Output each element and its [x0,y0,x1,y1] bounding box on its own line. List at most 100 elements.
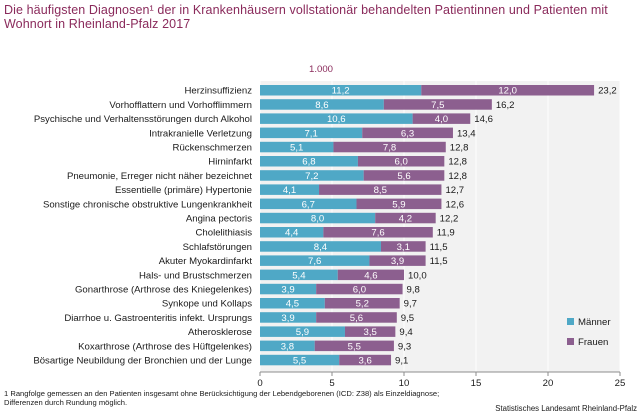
total-label: 14,6 [474,114,493,125]
bar-segment-maenner [260,255,370,266]
legend: Männer Frauen [567,317,611,348]
x-tick-label: 15 [471,378,482,389]
value-label: 3,1 [397,242,410,253]
total-label: 11,9 [437,228,455,239]
category-label: Bösartige Neubildung der Bronchien und d… [33,355,252,366]
bar-segment-frauen [344,326,396,337]
category-label: Synkope und Kollaps [162,299,252,310]
source-label: Statistisches Landesamt Rheinland-Pfalz [495,404,637,413]
value-label: 11,2 [332,86,350,97]
category-label: Koxarthrose (Arthrose des Hüftgelenkes) [78,341,252,352]
bar-segment-frauen [383,99,492,110]
bar-segment-frauen [339,354,392,366]
value-label: 12,0 [498,86,517,97]
total-label: 10,0 [408,270,427,281]
category-label: Gonarthrose (Arthrose des Kniegelenkes) [75,284,252,295]
total-label: 9,7 [404,299,417,310]
total-label: 9,3 [398,341,411,352]
category-label: Cholelithiasis [195,228,252,239]
category-label: Intrakranielle Verletzung [149,128,252,139]
unit-label: 1.000 [309,64,333,75]
x-tick-label: 20 [543,378,554,389]
category-label: Rückenschmerzen [173,142,252,153]
bar-segment-frauen [362,127,453,139]
value-label: 6,8 [302,157,315,168]
bar-segment-maenner [260,212,376,224]
bar-segment-maenner [260,312,317,323]
value-label: 4,5 [286,299,299,310]
total-label: 11,5 [430,256,448,267]
value-label: 5,2 [356,299,369,310]
value-label: 5,4 [292,270,306,281]
total-label: 12,7 [445,185,464,196]
total-label: 12,6 [445,199,464,210]
value-label: 3,9 [281,284,294,295]
legend-swatch-frauen [567,338,574,345]
value-label: 6,7 [302,199,315,210]
bar-segment-maenner [260,227,324,238]
chart-title: Die häufigsten Diagnosen¹ der in Kranken… [4,3,608,31]
value-label: 7,2 [305,171,318,182]
value-label: 4,6 [364,270,377,281]
bar-segment-maenner [260,127,363,139]
total-label: 23,2 [598,86,617,97]
value-label: 6,0 [394,157,407,168]
value-label: 3,8 [281,341,294,352]
total-label: 13,4 [457,128,476,139]
value-label: 4,0 [435,114,448,125]
value-label: 7,5 [431,100,444,111]
bar-segment-maenner [260,99,384,110]
bar-segment-frauen [412,113,471,124]
value-label: 7,8 [383,142,396,153]
footnote: 1 Rangfolge gemessen an den Patienten in… [4,389,440,407]
bar-segment-frauen [319,184,442,195]
total-label: 9,4 [399,327,413,338]
category-label: Atherosklerose [188,327,252,338]
total-label: 12,2 [440,213,459,224]
x-tick-label: 25 [615,378,626,389]
value-label: 5,6 [397,171,410,182]
legend-label: Frauen [578,337,608,348]
bar-segment-maenner [260,141,334,153]
value-label: 3,6 [358,355,371,366]
x-tick-label: 0 [257,378,262,389]
category-label: Essentielle (primäre) Hypertonie [115,185,252,196]
total-label: 9,1 [395,355,408,366]
bar-segment-maenner [260,85,422,96]
category-label: Sonstige chronische obstruktive Lungenkr… [43,199,252,210]
value-label: 8,6 [315,100,328,111]
value-label: 4,2 [399,213,412,224]
category-label: Diarrhoe u. Gastroenteritis infekt. Ursp… [64,313,252,324]
bar-segment-maenner [260,241,381,252]
bar-segment-maenner [260,156,358,167]
bar-segment-frauen [337,269,404,281]
value-label: 5,9 [296,327,309,338]
bar-segment-maenner [260,354,340,366]
bar-segment-maenner [260,198,357,210]
value-label: 7,6 [308,256,321,267]
total-label: 11,5 [430,242,448,253]
value-label: 4,4 [285,228,299,239]
bar-segment-frauen [380,241,426,252]
value-label: 5,6 [350,313,363,324]
value-label: 5,9 [392,199,405,210]
category-label: Akuter Myokardinfarkt [159,256,253,267]
bar-segment-frauen [323,227,433,238]
category-label: Hals- und Brustschmerzen [139,270,252,281]
bar-segment-frauen [421,85,595,96]
bar-segment-frauen [363,170,445,181]
category-label: Hirninfarkt [208,157,252,168]
category-label: Schlafstörungen [183,242,252,253]
bar-segment-maenner [260,298,325,309]
total-label: 9,5 [401,313,414,324]
bar-segment-frauen [316,312,397,323]
legend-label: Männer [578,317,611,328]
bar-segment-frauen [316,283,403,295]
value-label: 6,3 [401,128,414,139]
total-label: 12,8 [448,171,467,182]
value-label: 5,5 [348,341,361,352]
bar-segment-maenner [260,269,338,281]
bar-segment-frauen [357,156,445,167]
total-label: 16,2 [496,100,515,111]
total-label: 12,8 [450,142,469,153]
